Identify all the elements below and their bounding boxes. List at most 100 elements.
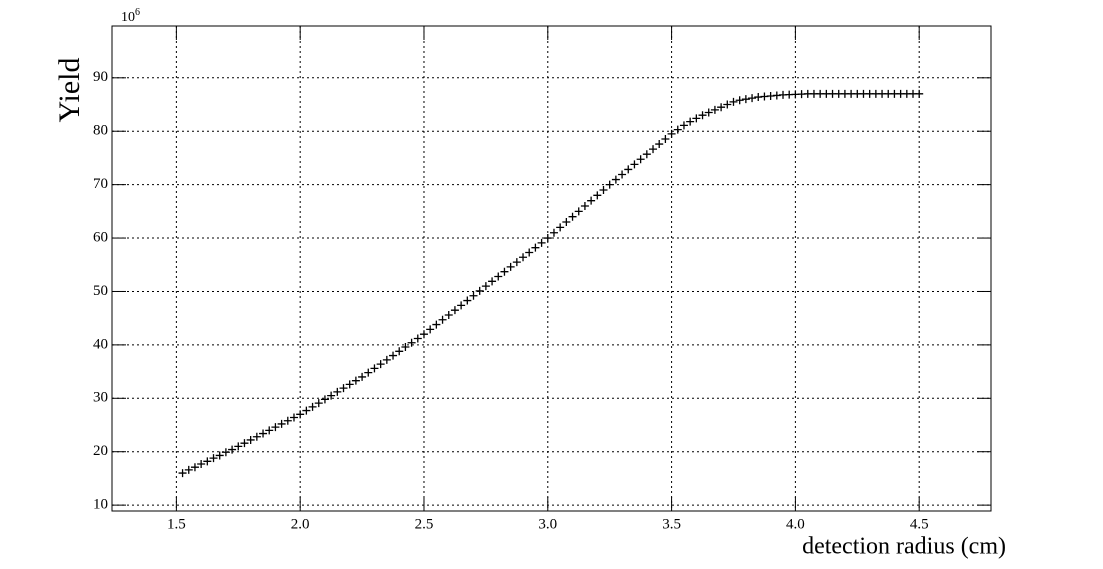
marker <box>605 180 614 189</box>
marker <box>549 228 558 237</box>
marker <box>389 351 398 360</box>
marker <box>314 399 323 408</box>
marker <box>426 325 435 334</box>
marker <box>320 395 329 404</box>
marker <box>642 150 651 159</box>
marker <box>636 155 645 164</box>
marker <box>345 380 354 389</box>
x-tick-label: 3.5 <box>662 516 681 532</box>
marker <box>413 334 422 343</box>
marker <box>748 94 757 103</box>
marker <box>587 196 596 205</box>
marker <box>376 360 385 369</box>
marker <box>543 234 552 243</box>
marker <box>246 435 255 444</box>
marker <box>512 258 521 267</box>
marker <box>178 469 187 478</box>
marker <box>221 448 230 457</box>
y-tick-label: 70 <box>93 176 108 192</box>
marker <box>370 364 379 373</box>
marker <box>729 97 738 106</box>
marker <box>655 140 664 149</box>
marker <box>506 262 515 271</box>
marker <box>698 111 707 120</box>
marker <box>500 267 509 276</box>
marker <box>259 429 268 438</box>
marker <box>444 310 453 319</box>
x-axis-label: detection radius (cm) <box>802 534 1006 560</box>
marker <box>568 212 577 221</box>
marker <box>265 426 274 435</box>
marker <box>358 372 367 381</box>
marker <box>531 243 540 252</box>
marker <box>679 121 688 130</box>
marker <box>686 117 695 126</box>
marker <box>271 423 280 432</box>
plot-frame <box>111 25 992 512</box>
y-tick-label: 90 <box>93 69 108 85</box>
marker <box>197 459 206 468</box>
marker <box>574 207 583 216</box>
marker <box>364 368 373 377</box>
marker <box>618 170 627 179</box>
marker <box>475 286 484 295</box>
y-tick-label: 10 <box>93 497 108 513</box>
y-axis-label: Yield <box>53 58 86 123</box>
marker <box>556 223 565 232</box>
y-tick-label: 60 <box>93 229 108 245</box>
marker <box>351 376 360 385</box>
marker <box>717 103 726 112</box>
marker <box>184 465 193 474</box>
x-tick-label: 3.0 <box>538 516 557 532</box>
x-tick-label: 2.0 <box>291 516 310 532</box>
y-tick-label: 40 <box>93 336 108 352</box>
marker <box>289 413 298 422</box>
x-tick-label: 4.0 <box>786 516 805 532</box>
marker <box>537 238 546 247</box>
marker <box>302 406 311 415</box>
marker <box>327 391 336 400</box>
marker <box>494 272 503 281</box>
y-tick-label: 30 <box>93 390 108 406</box>
marker <box>723 100 732 109</box>
y-tick-label: 20 <box>93 443 108 459</box>
marker <box>296 410 305 419</box>
marker <box>190 463 199 472</box>
marker <box>283 416 292 425</box>
marker <box>407 338 416 347</box>
marker <box>203 457 212 466</box>
marker <box>401 343 410 352</box>
x-tick-label: 2.5 <box>415 516 434 532</box>
marker <box>277 419 286 428</box>
marker <box>661 134 670 143</box>
marker <box>735 96 744 105</box>
marker <box>692 114 701 123</box>
marker <box>593 191 602 200</box>
marker <box>240 439 249 448</box>
marker <box>704 108 713 117</box>
marker <box>463 296 472 305</box>
marker <box>228 445 237 454</box>
marker <box>382 355 391 364</box>
marker <box>624 165 633 174</box>
marker <box>481 282 490 291</box>
marker <box>599 185 608 194</box>
marker <box>469 291 478 300</box>
marker <box>519 253 528 262</box>
marker <box>209 454 218 463</box>
marker <box>450 306 459 315</box>
marker <box>419 330 428 339</box>
marker <box>741 95 750 104</box>
marker <box>438 315 447 324</box>
y-multiplier-base: 10 <box>121 10 135 25</box>
marker <box>339 384 348 393</box>
marker <box>488 277 497 286</box>
marker <box>915 89 924 98</box>
x-tick-label: 1.5 <box>167 516 186 532</box>
marker <box>234 442 243 451</box>
marker <box>252 432 261 441</box>
marker <box>611 175 620 184</box>
marker <box>457 301 466 310</box>
y-tick-label: 50 <box>93 283 108 299</box>
